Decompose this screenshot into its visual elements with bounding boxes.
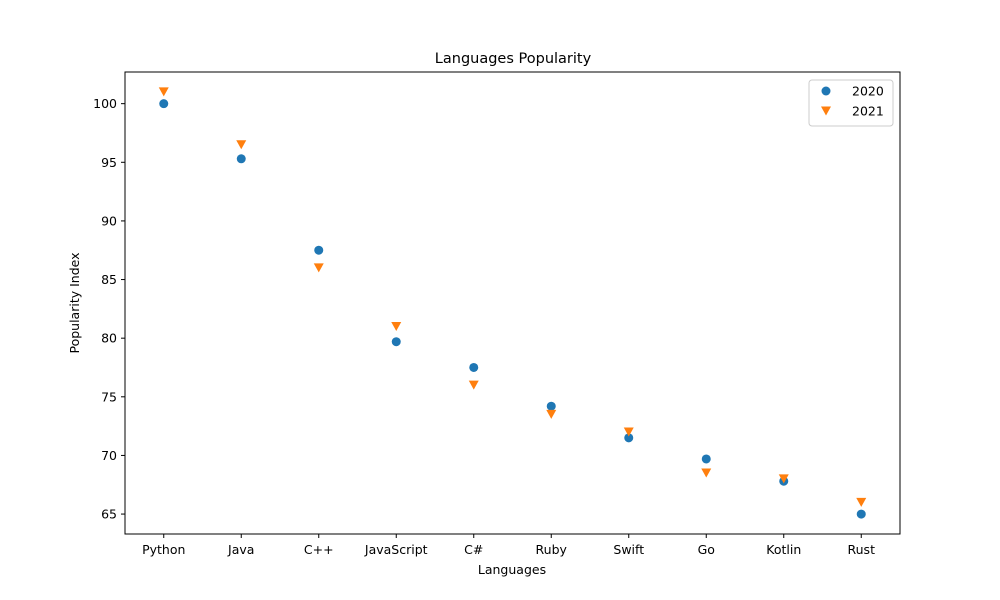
x-tick-label: Go	[698, 542, 715, 557]
y-tick-label: 95	[101, 155, 117, 170]
data-point-2021-swift	[623, 427, 634, 437]
x-tick-label: Java	[227, 542, 254, 557]
y-tick-label: 65	[101, 507, 117, 522]
y-axis-label: Popularity Index	[67, 252, 82, 353]
data-point-2020-java	[236, 154, 246, 164]
series-2021	[158, 87, 867, 507]
data-point-2021-go	[701, 468, 712, 478]
y-tick-label: 75	[101, 389, 117, 404]
x-tick-label: Swift	[613, 542, 644, 557]
y-tick-label: 90	[101, 213, 117, 228]
chart-title: Languages Popularity	[435, 51, 592, 67]
legend-marker-2021	[821, 106, 831, 116]
data-point-2021-java	[236, 140, 247, 150]
data-point-2020-c	[314, 245, 324, 255]
data-point-2020-rust	[856, 509, 866, 519]
data-point-2021-c	[313, 263, 324, 273]
x-tick-label: C#	[464, 542, 483, 557]
data-point-2020-javascript	[391, 337, 401, 347]
data-point-2021-rust	[856, 497, 867, 507]
data-point-2020-go	[701, 454, 711, 464]
data-point-2021-javascript	[391, 321, 402, 331]
data-point-2020-swift	[624, 433, 634, 443]
x-tick-label: Ruby	[536, 542, 568, 557]
x-tick-label: JavaScript	[364, 542, 428, 557]
data-point-2021-python	[158, 87, 169, 97]
legend: 2020 2021	[808, 79, 894, 127]
x-axis-label: Languages	[478, 562, 546, 577]
x-tick-label: Rust	[848, 542, 876, 557]
data-point-2021-c	[468, 380, 479, 390]
y-tick-label: 100	[93, 96, 117, 111]
x-axis: Python Java C++ JavaScript C# Ruby Swift Go Kotl…	[142, 534, 875, 557]
y-axis: 65 70 75 80 85 90 95 100	[93, 96, 125, 522]
data-point-2021-ruby	[546, 409, 557, 419]
plot-area	[158, 87, 867, 519]
y-tick-label: 80	[101, 331, 117, 346]
data-point-2020-python	[159, 99, 169, 109]
x-tick-label: C++	[304, 542, 334, 557]
data-point-2020-ruby	[546, 401, 556, 411]
axes-frame	[124, 71, 901, 535]
legend-marker-2020	[821, 86, 831, 96]
x-tick-label: Kotlin	[766, 542, 801, 557]
legend-label-2020: 2020	[852, 84, 884, 99]
x-tick-label: Python	[142, 542, 185, 557]
y-tick-label: 85	[101, 272, 117, 287]
data-point-2021-kotlin	[778, 474, 789, 484]
y-tick-label: 70	[101, 448, 117, 463]
data-point-2020-c	[469, 362, 479, 372]
legend-label-2021: 2021	[852, 104, 884, 119]
